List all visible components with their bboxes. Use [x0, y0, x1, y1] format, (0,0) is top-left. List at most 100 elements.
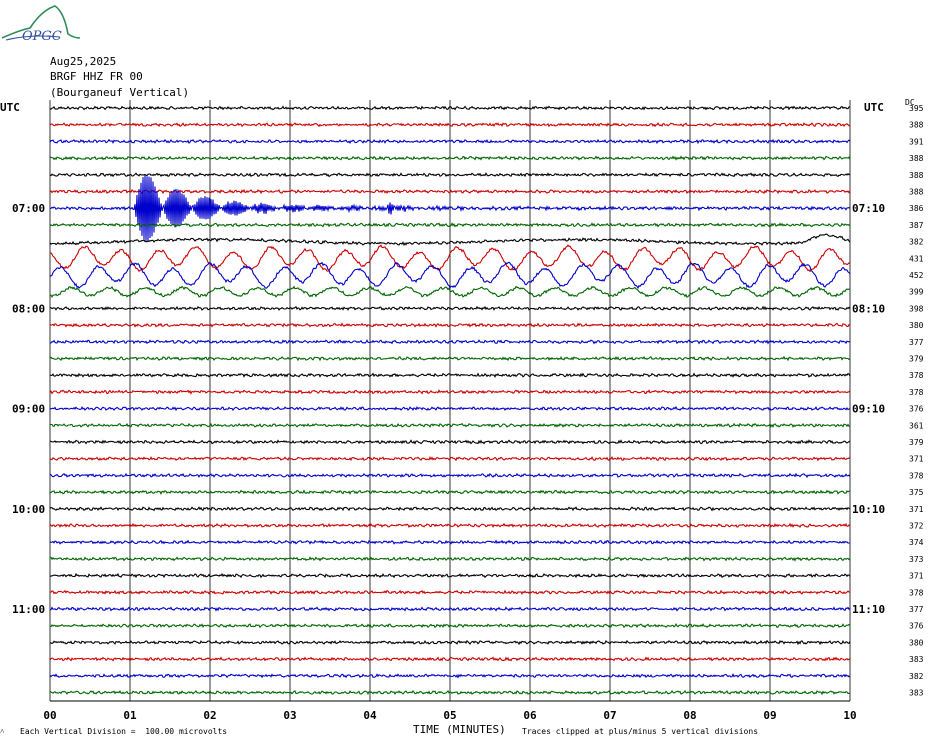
- dc-offset-label: 383: [909, 655, 924, 664]
- trace-row-10: [49, 261, 851, 290]
- trace-row-13: [49, 322, 851, 328]
- x-tick-label: 02: [203, 709, 216, 722]
- trace-row-27: [49, 556, 851, 562]
- hour-label-right: 08:10: [852, 302, 885, 315]
- hour-label-left: 09:00: [12, 403, 45, 416]
- hour-label-right: 10:10: [852, 503, 885, 516]
- x-axis-title: TIME (MINUTES): [413, 723, 506, 736]
- dc-offset-label: 388: [909, 121, 924, 130]
- trace-row-16: [49, 372, 851, 379]
- dc-offset-label: 373: [909, 555, 924, 564]
- dc-label: DC: [905, 98, 915, 107]
- x-tick-label: 04: [363, 709, 377, 722]
- trace-row-19: [49, 422, 851, 428]
- trace-row-5: [49, 188, 851, 195]
- hour-label-right: 11:10: [852, 603, 885, 616]
- utc-label-left: UTC: [0, 101, 20, 114]
- trace-row-18: [49, 405, 851, 412]
- trace-row-23: [49, 489, 851, 495]
- x-tick-label: 08: [683, 709, 696, 722]
- trace-row-11: [49, 285, 851, 299]
- logo-text: OPGC: [22, 29, 62, 44]
- trace-row-26: [49, 539, 851, 545]
- hour-label-left: 10:00: [12, 503, 45, 516]
- dc-offset-label: 383: [909, 689, 924, 698]
- dc-offset-label: 431: [909, 254, 924, 263]
- dc-offset-label: 387: [909, 221, 924, 230]
- hour-label-left: 11:00: [12, 603, 45, 616]
- hour-label-right: 07:10: [852, 202, 885, 215]
- dc-offset-label: 378: [909, 388, 924, 397]
- trace-row-21: [49, 455, 851, 462]
- trace-row-15: [49, 355, 851, 362]
- trace-row-22: [49, 472, 851, 479]
- trace-row-35: [49, 689, 851, 696]
- trace-row-9: [49, 244, 851, 273]
- dc-offset-label: 391: [909, 137, 924, 146]
- clip-note: Traces clipped at plus/minus 5 vertical …: [522, 727, 759, 736]
- trace-row-8: [49, 233, 851, 247]
- x-tick-label: 07: [603, 709, 616, 722]
- dc-offset-label: 361: [909, 421, 924, 430]
- vertical-division-note: Each Vertical Division = 100.00 microvol…: [20, 727, 228, 736]
- grid-lines: [49, 100, 851, 702]
- trace-row-24: [49, 506, 851, 512]
- trace-row-2: [49, 138, 851, 145]
- dc-offset-label: 377: [909, 605, 924, 614]
- trace-row-28: [49, 572, 851, 579]
- trace-row-6: [49, 175, 851, 242]
- dc-offset-label: 386: [909, 204, 924, 213]
- dc-offset-label: 398: [909, 304, 924, 313]
- dc-offset-label: 376: [909, 622, 924, 631]
- dc-offset-label: 371: [909, 505, 924, 514]
- chart-date: Aug25,2025: [50, 55, 117, 68]
- trace-row-30: [49, 606, 851, 612]
- dc-offset-label: 388: [909, 154, 924, 163]
- dc-offset-label: 378: [909, 471, 924, 480]
- dc-offset-label: 372: [909, 522, 924, 531]
- trace-row-34: [49, 672, 851, 679]
- trace-row-7: [49, 222, 851, 228]
- dc-offset-label: 374: [909, 538, 924, 547]
- trace-row-12: [49, 305, 851, 311]
- hour-label-left: 07:00: [12, 202, 45, 215]
- x-tick-label: 09: [763, 709, 776, 722]
- x-tick-label: 06: [523, 709, 537, 722]
- dc-offset-label: 388: [909, 171, 924, 180]
- dc-offset-label: 377: [909, 338, 924, 347]
- dc-offset-label: 376: [909, 405, 924, 414]
- dc-offset-label: 380: [909, 638, 924, 647]
- trace-row-0: [49, 105, 851, 111]
- dc-offset-label: 379: [909, 438, 924, 447]
- trace-row-31: [49, 622, 851, 629]
- dc-offset-label: 452: [909, 271, 924, 280]
- dc-offset-label: 382: [909, 672, 924, 681]
- x-tick-label: 05: [443, 709, 456, 722]
- x-tick-label: 01: [123, 709, 137, 722]
- trace-row-3: [49, 155, 851, 161]
- x-tick-label: 00: [43, 709, 56, 722]
- traces: [49, 105, 851, 696]
- station-location: (Bourganeuf Vertical): [50, 86, 190, 99]
- trace-row-20: [49, 439, 851, 445]
- trace-row-32: [49, 639, 851, 646]
- dc-offset-label: 399: [909, 288, 924, 297]
- opgc-logo: OPGC: [1, 5, 80, 44]
- station-code: BRGF HHZ FR 00: [50, 70, 143, 83]
- footer-mark: ˄: [0, 727, 5, 736]
- hour-label-right: 09:10: [852, 403, 885, 416]
- dc-offset-label: 379: [909, 355, 924, 364]
- dc-offset-label: 395: [909, 104, 924, 113]
- dc-offset-label: 380: [909, 321, 924, 330]
- dc-offset-label: 378: [909, 588, 924, 597]
- x-tick-label: 10: [843, 709, 856, 722]
- trace-row-17: [49, 389, 851, 395]
- trace-row-1: [49, 122, 851, 128]
- hour-label-left: 08:00: [12, 302, 45, 315]
- dc-offset-label: 371: [909, 455, 924, 464]
- dc-offset-label: 382: [909, 238, 924, 247]
- trace-row-29: [49, 589, 851, 596]
- x-tick-label: 03: [283, 709, 296, 722]
- dc-offset-label: 378: [909, 371, 924, 380]
